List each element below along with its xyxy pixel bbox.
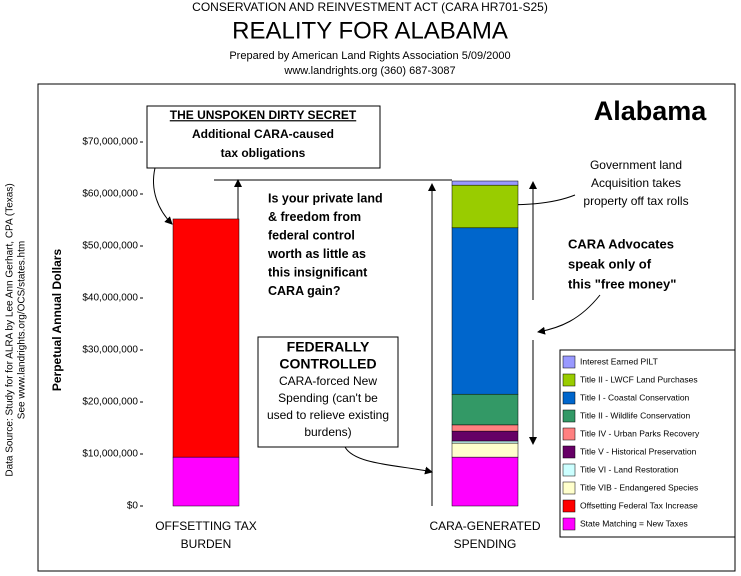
legend-swatch <box>562 499 576 513</box>
bar-segment <box>451 456 519 507</box>
legend-label: Title IV - Urban Parks Recovery <box>580 428 700 438</box>
bar-segment <box>451 184 519 229</box>
y-tick-label: $20,000,000 <box>82 397 138 408</box>
bar-segment <box>451 442 519 458</box>
y-tick-label: $10,000,000 <box>82 449 138 460</box>
y-tick-label: $60,000,000 <box>82 189 138 200</box>
annotation: property off tax rolls <box>583 194 688 208</box>
legend-swatch <box>562 445 576 459</box>
annotation: & freedom from <box>268 210 361 224</box>
annotation: CARA Advocates <box>568 236 674 251</box>
chart-title: Alabama <box>594 96 708 126</box>
x-tick-label: OFFSETTING TAX BURDEN <box>155 519 257 551</box>
legend-label: Title II - LWCF Land Purchases <box>580 374 698 384</box>
annotation: this "free money" <box>568 276 676 291</box>
annotation: Acquisition takes <box>591 176 681 190</box>
annotation: CARA gain? <box>268 284 340 298</box>
annotation: speak only of <box>568 256 652 271</box>
header-title: REALITY FOR ALABAMA <box>232 17 508 44</box>
annotation: Is your private land <box>268 191 383 205</box>
annotation: burdens) <box>304 425 351 439</box>
y-tick-label: $50,000,000 <box>82 241 138 252</box>
x-tick-label: CARA-GENERATED SPENDING <box>429 519 540 551</box>
legend-swatch <box>562 373 576 387</box>
annotation: THE UNSPOKEN DIRTY SECRET <box>170 108 357 122</box>
legend-label: State Matching = New Taxes <box>580 518 688 528</box>
bar-segment <box>451 424 519 432</box>
annotation: CONTROLLED <box>279 356 376 372</box>
legend-label: Title VIB - Endangered Species <box>580 482 698 492</box>
y-tick-label: $40,000,000 <box>82 293 138 304</box>
legend-label: Title VI - Land Restoration <box>580 464 679 474</box>
source-note: See www.landrights.org/OCS/states.htm <box>17 241 28 419</box>
legend-swatch <box>562 463 576 477</box>
annotation: Government land <box>590 158 682 172</box>
y-axis-title: Perpetual Annual Dollars <box>50 249 64 392</box>
annotation: Spending (can't be <box>278 391 378 405</box>
legend-swatch <box>562 517 576 531</box>
legend-swatch <box>562 355 576 369</box>
bar-segment <box>451 440 519 444</box>
annotation: Additional CARA-caused <box>192 127 334 141</box>
legend-label: Title I - Coastal Conservation <box>580 392 690 402</box>
annotation: federal control <box>268 228 355 242</box>
header-prepared: Prepared by American Land Rights Associa… <box>229 50 510 62</box>
bar-segment <box>451 430 519 442</box>
y-tick-label: $70,000,000 <box>82 137 138 148</box>
legend-label: Title V - Historical Preservation <box>580 446 697 456</box>
header-contact: www.landrights.org (360) 687-3087 <box>283 65 455 77</box>
annotation: this insignificant <box>268 265 368 279</box>
legend-label: Offsetting Federal Tax Increase <box>580 500 698 510</box>
bar-segment <box>451 227 519 395</box>
source-note: Data Source: Study for for ALRA by Lee A… <box>5 183 16 476</box>
bar-segment <box>451 180 519 186</box>
annotation: worth as little as <box>267 247 366 261</box>
bar-segment <box>451 393 519 426</box>
y-tick-label: $30,000,000 <box>82 345 138 356</box>
arrows <box>146 105 736 538</box>
annotation: CARA-forced New <box>279 374 377 388</box>
bar-segment <box>172 218 240 458</box>
bar-segment <box>172 456 240 507</box>
y-tick-label: $0 <box>127 501 139 512</box>
legend-swatch <box>562 427 576 441</box>
legend-swatch <box>562 481 576 495</box>
annotation: used to relieve existing <box>267 408 389 422</box>
legend-swatch <box>562 391 576 405</box>
annotation: FEDERALLY <box>287 339 370 355</box>
legend-label: Title II - Wildlife Conservation <box>580 410 690 420</box>
legend-swatch <box>562 409 576 423</box>
legend-label: Interest Earned PILT <box>580 356 658 366</box>
annotation: tax obligations <box>221 146 306 160</box>
header-act: CONSERVATION AND REINVESTMENT ACT (CARA … <box>192 0 548 14</box>
